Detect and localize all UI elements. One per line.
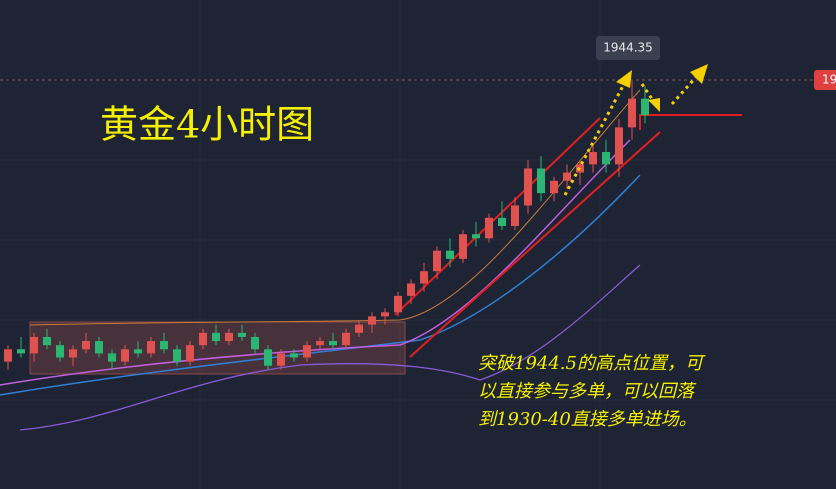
candle-body xyxy=(147,341,155,354)
candle-body xyxy=(355,324,363,333)
price-label-box xyxy=(596,36,660,60)
candle-body xyxy=(30,336,38,354)
candle-body xyxy=(641,98,649,116)
candle-body xyxy=(56,345,64,358)
candle-body xyxy=(472,234,480,239)
candle-body xyxy=(498,217,506,227)
candle-body xyxy=(342,332,350,346)
candle-body xyxy=(420,271,428,284)
band-upper xyxy=(29,89,641,326)
band-lower xyxy=(19,264,641,431)
channel-lower xyxy=(409,131,661,358)
candle-body xyxy=(264,349,272,366)
annotation-line: 以直接参与多单，可以回落 xyxy=(478,381,697,402)
annotation-line: 突破1944.5的高点位置，可 xyxy=(478,353,706,374)
candle-body xyxy=(108,353,116,362)
candle-body xyxy=(69,349,77,358)
candle-body xyxy=(381,312,389,317)
candle-body xyxy=(95,341,103,354)
ma-magenta xyxy=(0,139,631,386)
candle-body xyxy=(394,295,402,313)
candle-body xyxy=(459,234,467,259)
candle-body xyxy=(82,341,90,350)
candle-body xyxy=(4,349,12,362)
candle-body xyxy=(628,98,636,128)
candle-body xyxy=(407,283,415,296)
arrows xyxy=(563,75,699,196)
candle-body xyxy=(316,341,324,346)
chart-title: 黄金4小时图 xyxy=(100,103,314,147)
candle-body xyxy=(277,353,285,366)
candle-body xyxy=(329,341,337,346)
candle-body xyxy=(511,205,519,227)
candle-body xyxy=(550,180,558,194)
candle-body xyxy=(446,250,454,259)
candle-body xyxy=(524,168,532,206)
candle-body xyxy=(225,332,233,342)
candle-body xyxy=(303,345,311,358)
candle-body xyxy=(212,332,220,342)
candle-body xyxy=(238,332,246,337)
candle-body xyxy=(134,349,142,354)
candle-body xyxy=(615,127,623,165)
channel-upper xyxy=(394,117,601,316)
candle-body xyxy=(121,349,129,362)
candle-body xyxy=(17,349,25,354)
price-label: 1944.35 xyxy=(603,41,653,55)
candle-body xyxy=(199,332,207,346)
edge-label: 19 xyxy=(822,73,836,87)
candle-body xyxy=(251,336,259,350)
candle-body xyxy=(433,250,441,272)
candle-body xyxy=(186,345,194,362)
candle-body xyxy=(368,316,376,325)
candle-body xyxy=(290,353,298,358)
candle-body xyxy=(602,152,610,165)
candle-body xyxy=(589,152,597,165)
annotation-line: 到1930-40直接多单进场。 xyxy=(478,409,697,430)
candle-body xyxy=(563,172,571,181)
candle-body xyxy=(160,341,168,350)
support-line xyxy=(639,114,742,130)
arrow-heads xyxy=(616,64,708,112)
candle-body xyxy=(485,217,493,239)
edge-label-box xyxy=(814,70,836,90)
candle-body xyxy=(43,336,51,346)
candle-body xyxy=(173,349,181,362)
candle-body xyxy=(537,168,545,194)
ma-blue xyxy=(0,174,641,396)
